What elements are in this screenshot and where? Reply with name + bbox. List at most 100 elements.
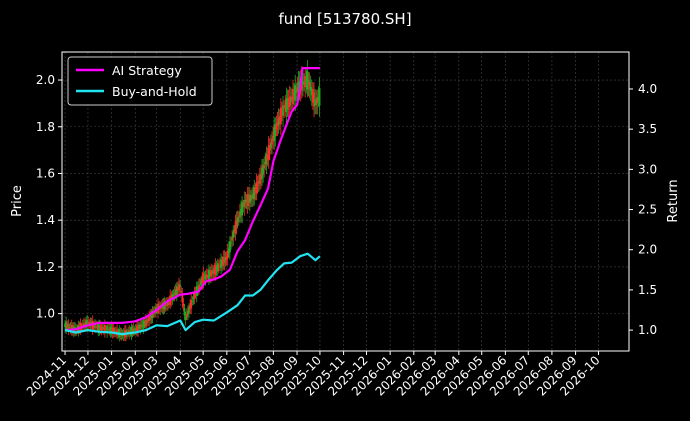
candle-body — [130, 327, 133, 336]
candle-body — [95, 325, 97, 328]
candle-body — [178, 284, 180, 291]
candle-body — [261, 167, 263, 179]
candle-body — [308, 82, 311, 90]
candle-body — [224, 257, 227, 261]
candle-body — [151, 310, 154, 319]
candle-body — [290, 96, 293, 101]
candle-body — [168, 301, 170, 303]
y-tick-label-left: 1.8 — [36, 120, 55, 134]
chart-title: fund [513780.SH] — [278, 10, 411, 28]
candle-body — [202, 273, 205, 284]
candle-body — [65, 321, 68, 330]
candle-body — [303, 82, 305, 83]
candle-body — [113, 330, 116, 333]
candle-body — [68, 327, 71, 329]
candle-body — [295, 89, 298, 93]
candle-body — [274, 124, 277, 137]
y-tick-label-right: 4.0 — [638, 82, 657, 96]
candle-body — [182, 303, 185, 307]
candle-body — [233, 230, 236, 233]
candle-body — [214, 265, 217, 275]
candle-body — [102, 327, 105, 330]
candle-body — [220, 259, 222, 269]
candle-body — [232, 232, 235, 239]
legend-label-ai-strategy: AI Strategy — [112, 63, 182, 78]
y-tick-label-right: 3.0 — [638, 162, 657, 176]
candle-body — [88, 323, 91, 325]
candle-body — [227, 248, 230, 253]
candle-body — [179, 285, 182, 287]
candle-body — [300, 76, 303, 91]
candle-body — [216, 263, 219, 272]
candle-body — [100, 326, 103, 330]
legend: AI Strategy Buy-and-Hold — [67, 56, 213, 106]
candle-body — [107, 328, 110, 330]
candle-body — [284, 105, 287, 109]
candle-body — [181, 294, 184, 303]
candle-body — [286, 98, 289, 110]
candle-body — [237, 216, 240, 218]
candle-body — [243, 199, 246, 208]
candle-body — [212, 270, 215, 274]
candle-body — [133, 330, 136, 331]
candle-body — [193, 292, 196, 299]
y-tick-label-left: 2.0 — [36, 73, 55, 87]
candle-body — [139, 324, 142, 330]
candle-body — [226, 250, 229, 259]
candle-body — [246, 194, 249, 206]
candle-body — [271, 138, 273, 145]
candle-body — [307, 79, 310, 85]
candle-body — [273, 127, 276, 142]
candle-body — [208, 269, 210, 280]
y-tick-label-right: 1.5 — [638, 283, 657, 297]
candle-body — [318, 88, 321, 106]
candle-body — [64, 323, 66, 327]
candle-body — [200, 280, 203, 285]
candle-body — [253, 187, 256, 200]
candle-body — [115, 331, 117, 333]
candle-body — [225, 256, 228, 260]
candle-body — [141, 324, 144, 326]
candle-body — [221, 260, 224, 265]
candle-body — [70, 324, 73, 332]
candle-body — [136, 325, 138, 332]
candle-body — [242, 206, 245, 208]
candle-body — [264, 162, 267, 164]
candle-body — [111, 327, 114, 334]
candle-body — [210, 270, 213, 277]
candle-body — [309, 87, 312, 92]
candle-body — [266, 154, 269, 159]
candle-body — [254, 189, 257, 192]
candle-body — [285, 98, 288, 112]
candle-body — [315, 99, 318, 106]
candle-body — [172, 294, 175, 296]
candle-body — [92, 324, 95, 327]
candle-body — [198, 284, 200, 289]
candle-body — [282, 105, 284, 116]
candle-body — [199, 284, 201, 286]
candle-body — [229, 241, 231, 253]
candle-body — [171, 294, 174, 300]
candle-body — [108, 328, 111, 331]
legend-label-buy-and-hold: Buy-and-Hold — [112, 84, 197, 99]
y-tick-label-right: 3.5 — [638, 122, 657, 136]
candle-body — [241, 202, 243, 216]
candle-body — [283, 107, 286, 109]
candle-body — [165, 302, 168, 307]
candle-body — [215, 267, 218, 270]
y-tick-label-right: 2.5 — [638, 203, 657, 217]
candle-body — [281, 112, 283, 115]
candle-body — [174, 289, 177, 296]
candle-body — [82, 323, 85, 328]
candle-body — [185, 314, 188, 317]
candle-body — [205, 274, 208, 278]
candle-body — [66, 326, 69, 327]
candle-body — [98, 324, 101, 331]
candle-body — [194, 292, 197, 294]
candle-body — [217, 265, 220, 267]
candle-body — [288, 96, 291, 106]
candle-body — [256, 184, 259, 186]
candle-body — [240, 208, 242, 215]
candle-body — [173, 292, 176, 296]
